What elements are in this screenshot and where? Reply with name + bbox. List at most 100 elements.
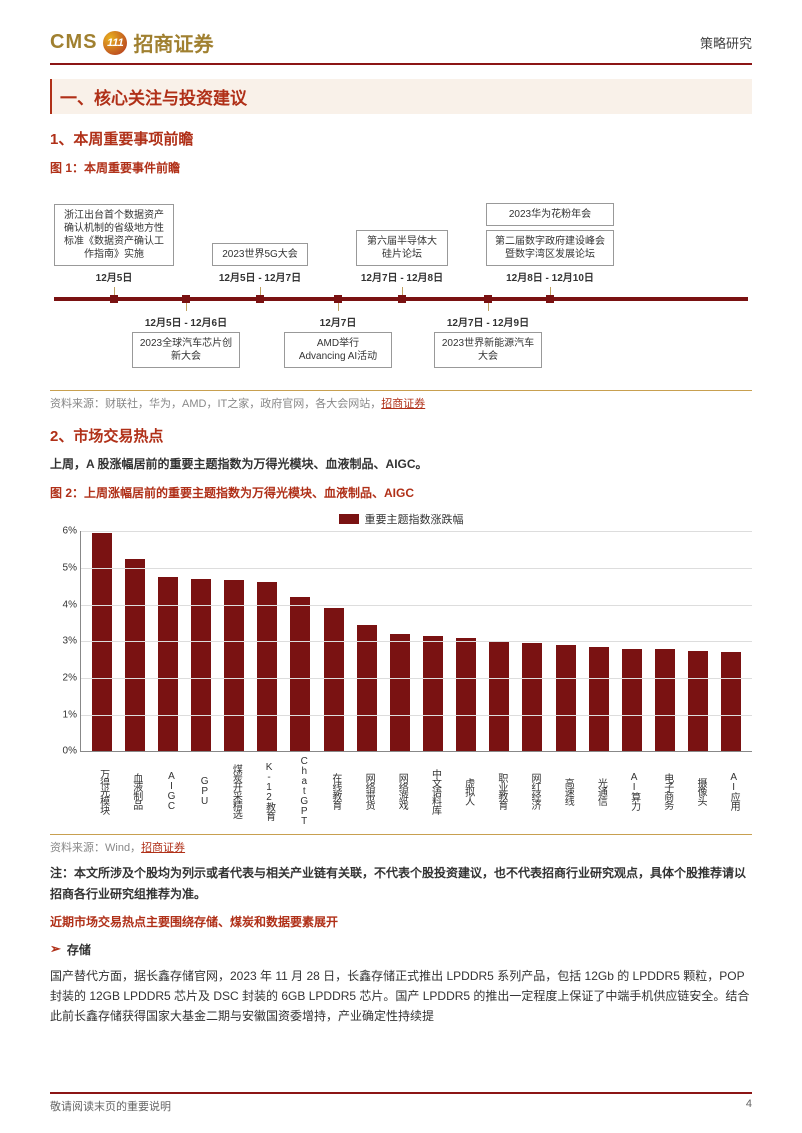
timeline-event-box: 2023华为花粉年会 bbox=[486, 203, 614, 226]
disclaimer-note: 注：本文所涉及个股均为列示或者代表与相关产业链有关联，不代表个股投资建议，也不代… bbox=[50, 863, 752, 904]
timeline-event-box: AMD举行Advancing AI活动 bbox=[284, 332, 392, 368]
chart-x-tick: 网络带货 bbox=[356, 752, 376, 826]
chart-bar bbox=[357, 625, 377, 752]
timeline-date: 12月8日 - 12月10日 bbox=[486, 269, 614, 284]
chart-x-tick: 万得光模块 bbox=[91, 752, 111, 826]
timeline-connector bbox=[402, 287, 403, 295]
chart-gridline bbox=[81, 605, 752, 606]
timeline-date: 12月5日 - 12月6日 bbox=[132, 314, 240, 329]
timeline-connector bbox=[338, 303, 339, 311]
chart-x-tick: 中文语料库 bbox=[422, 752, 442, 826]
timeline-connector bbox=[260, 287, 261, 295]
section-2-intro: 上周，A 股涨幅居前的重要主题指数为万得光模块、血液制品、AIGC。 bbox=[50, 454, 752, 474]
chart-bar bbox=[125, 559, 145, 752]
chart-x-tick: 网红经济 bbox=[522, 752, 542, 826]
chart-container: 重要主题指数涨跌幅 0%1%2%3%4%5%6% 万得光模块血液制品 AIGC GP… bbox=[50, 511, 752, 826]
chart-legend-label: 重要主题指数涨跌幅 bbox=[365, 511, 464, 527]
chart-bar bbox=[589, 647, 609, 752]
chart-gridline bbox=[81, 641, 752, 642]
chart-x-tick: 在线教育 bbox=[323, 752, 343, 826]
timeline-date: 12月5日 - 12月7日 bbox=[212, 269, 308, 284]
subsection-2-title: 2、市场交易热点 bbox=[50, 425, 752, 446]
bar-chart: 0%1%2%3%4%5%6% bbox=[80, 531, 752, 752]
page: CMS 111 招商证券 策略研究 一、核心关注与投资建议 1、本周重要事项前瞻… bbox=[0, 0, 802, 1128]
chart-y-tick: 5% bbox=[51, 563, 77, 574]
timeline-connector bbox=[114, 287, 115, 295]
chart-y-tick: 0% bbox=[51, 746, 77, 757]
timeline-item-top: 2023华为花粉年会第二届数字政府建设峰会暨数字湾区发展论坛 12月8日 - 12… bbox=[486, 203, 614, 295]
logo-text-cn: 招商证券 bbox=[133, 28, 213, 57]
chart-x-tick: AIGC bbox=[157, 752, 177, 826]
chart-bar bbox=[688, 651, 708, 752]
chart-x-tick: 摄像头 bbox=[688, 752, 708, 826]
chart-y-tick: 3% bbox=[51, 636, 77, 647]
chart-bar bbox=[423, 636, 443, 752]
chart-x-tick: ChatGPT bbox=[290, 752, 310, 826]
figure-2-source: 资料来源：Wind，招商证券 bbox=[50, 834, 752, 855]
bullet-arrow-icon: ➢ bbox=[50, 941, 61, 957]
bullet-storage-label: 存储 bbox=[67, 941, 91, 958]
header: CMS 111 招商证券 策略研究 bbox=[50, 28, 752, 65]
logo-badge-icon: 111 bbox=[103, 31, 127, 55]
chart-x-tick: 虚拟人 bbox=[456, 752, 476, 826]
chart-x-tick: 煤炭开采精选 bbox=[223, 752, 243, 826]
timeline-connector bbox=[488, 303, 489, 311]
timeline-date: 12月7日 - 12月8日 bbox=[356, 269, 448, 284]
timeline-event-box: 第六届半导体大硅片论坛 bbox=[356, 230, 448, 266]
chart-y-tick: 4% bbox=[51, 599, 77, 610]
chart-x-tick: 血液制品 bbox=[124, 752, 144, 826]
chart-bar bbox=[456, 638, 476, 752]
chart-bar bbox=[257, 582, 277, 751]
chart-bar bbox=[489, 641, 509, 752]
highlight-topic-line: 近期市场交易热点主要围绕存储、煤炭和数据要素展开 bbox=[50, 912, 752, 932]
timeline-date: 12月5日 bbox=[54, 269, 174, 284]
logo-text-en: CMS bbox=[50, 31, 97, 54]
timeline-item-bottom: 12月7日 - 12月9日2023世界新能源汽车大会 bbox=[434, 303, 542, 368]
timeline-connector bbox=[550, 287, 551, 295]
chart-bar bbox=[622, 649, 642, 752]
footer: 敬请阅读末页的重要说明 4 bbox=[50, 1092, 752, 1114]
chart-bar bbox=[324, 608, 344, 751]
timeline-figure: 浙江出台首个数据资产确认机制的省级地方性标准《数据资产确认工作指南》实施12月5… bbox=[50, 202, 752, 382]
chart-gridline bbox=[81, 678, 752, 679]
timeline-date: 12月7日 bbox=[284, 314, 392, 329]
chart-bar bbox=[290, 597, 310, 751]
chart-x-tick: AI应用 bbox=[721, 752, 741, 826]
chart-x-tick: 网络游戏 bbox=[389, 752, 409, 826]
figure-2-source-highlight: 招商证券 bbox=[141, 842, 185, 854]
chart-y-tick: 2% bbox=[51, 673, 77, 684]
chart-legend: 重要主题指数涨跌幅 bbox=[50, 511, 752, 527]
chart-gridline bbox=[81, 568, 752, 569]
chart-x-labels: 万得光模块血液制品AIGCGPU煤炭开采精选K-12教育ChatGPT在线教育网… bbox=[80, 752, 752, 826]
chart-bar bbox=[390, 634, 410, 751]
chart-x-tick: 光通信 bbox=[588, 752, 608, 826]
figure-1-title: 图 1：本周重要事件前瞻 bbox=[50, 159, 752, 176]
figure-1-source-highlight: 招商证券 bbox=[381, 398, 425, 410]
chart-gridline bbox=[81, 531, 752, 532]
chart-x-tick: GPU bbox=[190, 752, 210, 826]
chart-x-tick: 高速线 bbox=[555, 752, 575, 826]
figure-1-source-text: 资料来源：财联社，华为，AMD，IT之家，政府官网，各大会网站， bbox=[50, 398, 381, 410]
timeline-item-top: 2023世界5G大会 12月5日 - 12月7日 bbox=[212, 243, 308, 295]
chart-x-tick: 电子商务 bbox=[655, 752, 675, 826]
chart-bar bbox=[721, 652, 741, 751]
timeline-item-top: 第六届半导体大硅片论坛 12月7日 - 12月8日 bbox=[356, 230, 448, 295]
timeline-date: 12月7日 - 12月9日 bbox=[434, 314, 542, 329]
figure-1-source: 资料来源：财联社，华为，AMD，IT之家，政府官网，各大会网站，招商证券 bbox=[50, 390, 752, 411]
footer-note: 敬请阅读末页的重要说明 bbox=[50, 1098, 171, 1114]
header-category: 策略研究 bbox=[700, 33, 752, 52]
timeline-event-box: 2023世界5G大会 bbox=[212, 243, 308, 266]
chart-bar bbox=[655, 649, 675, 751]
chart-x-tick: 职业教育 bbox=[489, 752, 509, 826]
logo: CMS 111 招商证券 bbox=[50, 28, 213, 57]
timeline-event-box: 第二届数字政府建设峰会暨数字湾区发展论坛 bbox=[486, 230, 614, 266]
chart-bar bbox=[522, 643, 542, 751]
bullet-storage: ➢ 存储 bbox=[50, 941, 752, 958]
paragraph-storage: 国产替代方面，据长鑫存储官网，2023 年 11 月 28 日，长鑫存储正式推出… bbox=[50, 966, 752, 1027]
timeline-item-bottom: 12月5日 - 12月6日2023全球汽车芯片创新大会 bbox=[132, 303, 240, 368]
figure-2-title: 图 2：上周涨幅居前的重要主题指数为万得光模块、血液制品、AIGC bbox=[50, 484, 752, 501]
chart-x-tick: K-12教育 bbox=[257, 752, 277, 826]
legend-swatch-icon bbox=[339, 514, 359, 524]
chart-x-tick: AI算力 bbox=[622, 752, 642, 826]
timeline-item-top: 浙江出台首个数据资产确认机制的省级地方性标准《数据资产确认工作指南》实施12月5… bbox=[54, 204, 174, 295]
